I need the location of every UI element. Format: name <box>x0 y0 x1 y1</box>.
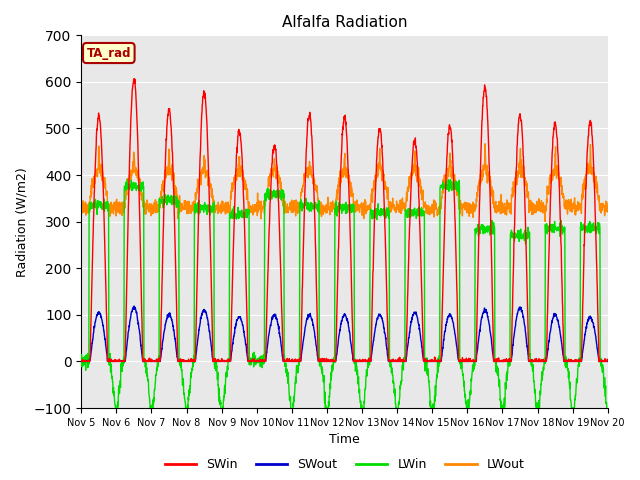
Title: Alfalfa Radiation: Alfalfa Radiation <box>282 15 407 30</box>
Legend: SWin, SWout, LWin, LWout: SWin, SWout, LWin, LWout <box>159 453 529 476</box>
Text: TA_rad: TA_rad <box>86 47 131 60</box>
Y-axis label: Radiation (W/m2): Radiation (W/m2) <box>15 167 28 276</box>
X-axis label: Time: Time <box>329 433 360 446</box>
